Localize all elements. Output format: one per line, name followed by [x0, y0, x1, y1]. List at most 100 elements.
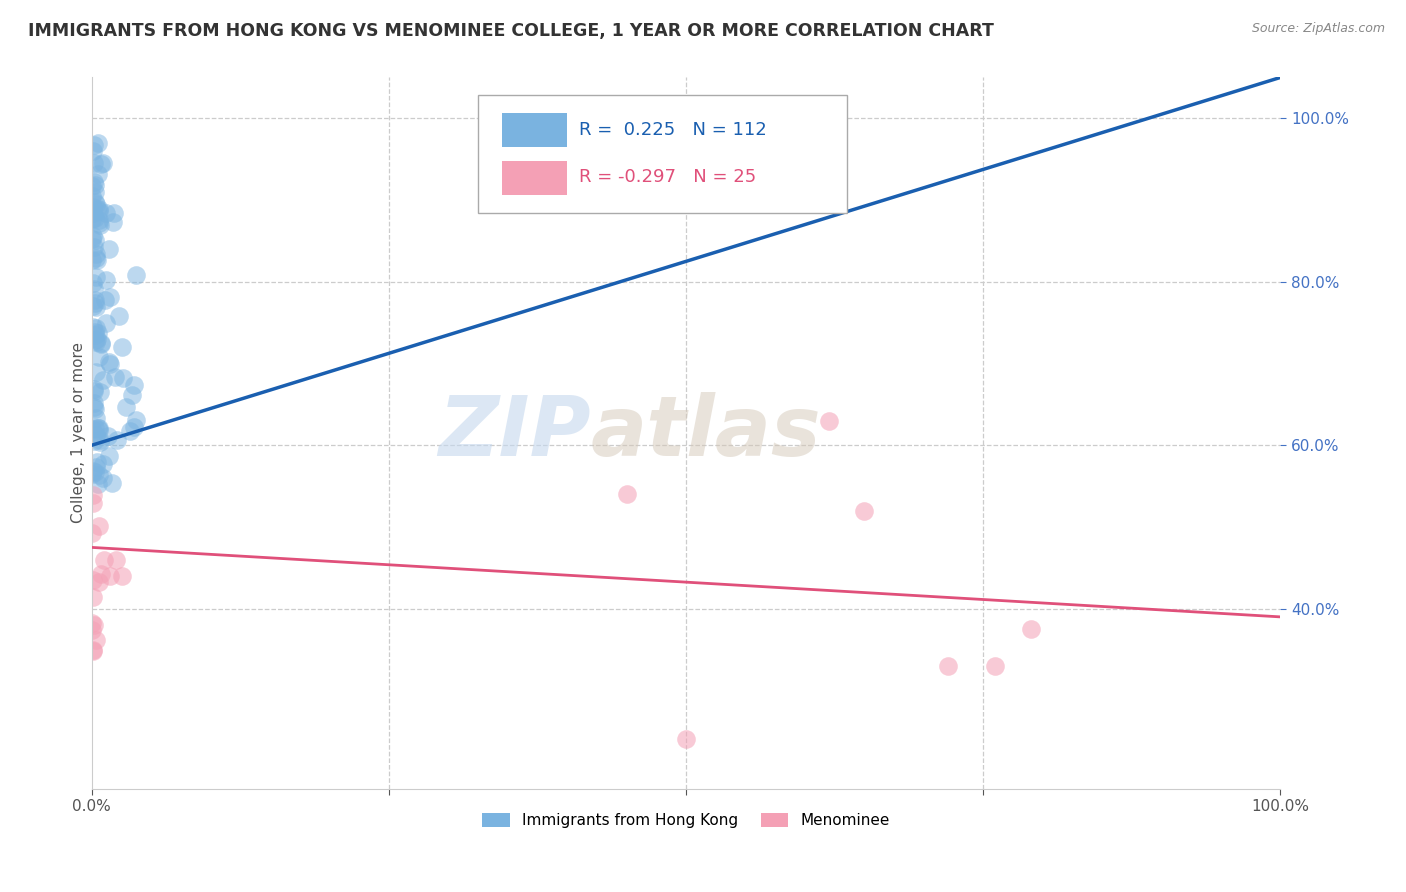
Point [90, 335, 112, 350]
Point [83, 293, 105, 308]
Point [84, 402, 107, 417]
Point [82, 205, 104, 219]
Point [87, 421, 110, 435]
Point [82, 320, 104, 334]
Point [86, 202, 108, 216]
Bar [502, 161, 567, 194]
Point [91, 373, 114, 387]
Point [936, 659, 959, 673]
Point [82, 189, 104, 203]
Point [83, 211, 105, 225]
Point [114, 400, 136, 414]
Point [108, 309, 131, 323]
Text: IMMIGRANTS FROM HONG KONG VS MENOMINEE COLLEGE, 1 YEAR OR MORE CORRELATION CHART: IMMIGRANTS FROM HONG KONG VS MENOMINEE C… [28, 22, 994, 40]
Point [87, 476, 110, 491]
Point [110, 340, 132, 354]
Point [82, 590, 104, 604]
Point [98, 449, 121, 463]
Point [83, 383, 105, 397]
Point [118, 424, 141, 438]
Point [87, 204, 110, 219]
FancyBboxPatch shape [478, 95, 846, 212]
Point [82, 211, 104, 226]
Point [80, 252, 103, 267]
Point [616, 487, 638, 501]
Point [104, 369, 127, 384]
Point [87, 423, 110, 437]
Point [98, 290, 121, 304]
Text: atlas: atlas [591, 392, 821, 474]
Point [675, 732, 697, 747]
Point [90, 567, 112, 582]
Point [94, 293, 117, 307]
Point [1019, 622, 1042, 636]
Point [87, 136, 110, 150]
Point [82, 229, 104, 244]
Point [83, 618, 105, 632]
Point [82, 467, 104, 481]
Point [84, 632, 107, 647]
Point [122, 377, 145, 392]
Point [86, 332, 108, 346]
Point [82, 299, 104, 313]
Point [82, 464, 104, 478]
Text: R = -0.297   N = 25: R = -0.297 N = 25 [579, 168, 756, 186]
Point [89, 433, 111, 447]
Point [91, 457, 114, 471]
Legend: Immigrants from Hong Kong, Menominee: Immigrants from Hong Kong, Menominee [477, 806, 896, 834]
Text: R =  0.225   N = 112: R = 0.225 N = 112 [579, 121, 766, 139]
Point [83, 434, 105, 448]
Point [83, 138, 105, 153]
Point [124, 412, 146, 426]
Point [83, 156, 105, 170]
Y-axis label: College, 1 year or more: College, 1 year or more [72, 343, 86, 524]
Point [87, 574, 110, 589]
Point [82, 496, 104, 510]
Point [86, 300, 108, 314]
Point [112, 371, 135, 385]
Point [82, 526, 104, 541]
Point [98, 569, 121, 583]
Point [125, 268, 148, 283]
Point [89, 467, 111, 482]
Bar [502, 113, 567, 147]
Point [84, 334, 107, 349]
Point [817, 414, 839, 428]
Point [83, 384, 105, 399]
Point [89, 213, 111, 227]
Point [83, 174, 105, 188]
Point [83, 194, 105, 209]
Point [84, 460, 107, 475]
Point [89, 384, 111, 399]
Point [84, 185, 107, 199]
Point [100, 476, 122, 491]
Point [89, 421, 111, 435]
Point [80, 232, 103, 246]
Point [91, 156, 114, 170]
Point [104, 552, 127, 566]
Point [82, 487, 104, 501]
Point [87, 518, 110, 533]
Point [121, 388, 143, 402]
Point [82, 616, 104, 631]
Point [101, 215, 124, 229]
Point [89, 218, 111, 232]
Point [984, 659, 1007, 673]
Point [84, 365, 107, 379]
Point [89, 435, 111, 450]
Point [84, 270, 107, 285]
Point [83, 240, 105, 254]
Point [83, 396, 105, 410]
Point [82, 178, 104, 193]
Point [122, 420, 145, 434]
Point [94, 316, 117, 330]
Point [98, 242, 121, 256]
Point [84, 411, 107, 425]
Point [84, 251, 107, 265]
Point [83, 465, 105, 479]
Point [87, 216, 110, 230]
Point [97, 428, 120, 442]
Point [90, 336, 112, 351]
Point [82, 644, 104, 658]
Point [84, 247, 107, 261]
